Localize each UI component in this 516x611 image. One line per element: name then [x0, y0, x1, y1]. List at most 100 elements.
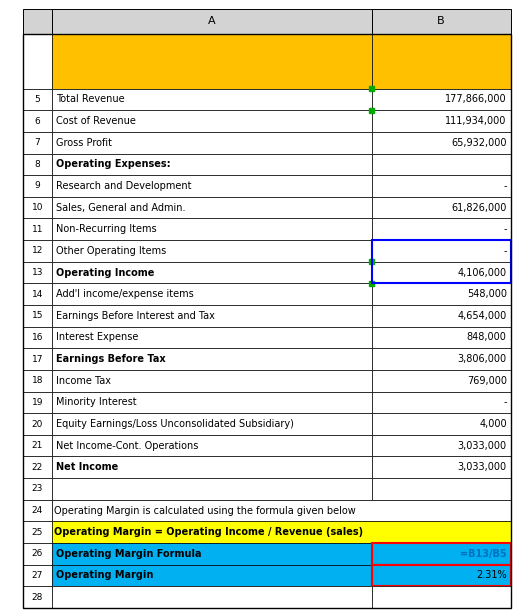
Text: 4,654,000: 4,654,000 [458, 311, 507, 321]
Text: 19: 19 [31, 398, 43, 407]
Bar [23, 153, 52, 175]
Text: A: A [208, 16, 215, 26]
Text: Gross Profit: Gross Profit [56, 137, 112, 148]
Text: Net Income: Net Income [56, 463, 118, 472]
Bar [52, 478, 372, 500]
Text: Sales, General and Admin.: Sales, General and Admin. [56, 203, 185, 213]
Text: 5: 5 [35, 95, 40, 104]
Bar [23, 218, 52, 240]
Text: -: - [503, 397, 507, 408]
Bar [372, 543, 511, 565]
Bar [23, 34, 52, 89]
Bar [23, 478, 52, 500]
Text: Equity Earnings/Loss Unconsolidated Subsidiary): Equity Earnings/Loss Unconsolidated Subs… [56, 419, 294, 429]
Bar [52, 175, 372, 197]
Text: 24: 24 [32, 506, 43, 515]
Text: -: - [503, 224, 507, 234]
Text: 10: 10 [31, 203, 43, 212]
Bar [372, 240, 511, 262]
Bar [23, 500, 52, 521]
Text: 28: 28 [31, 593, 43, 602]
Bar [52, 305, 372, 327]
Bar [369, 259, 374, 264]
Text: Interest Expense: Interest Expense [56, 332, 138, 342]
Bar [52, 392, 372, 413]
Bar [52, 34, 372, 89]
Text: 177,866,000: 177,866,000 [445, 95, 507, 104]
Bar [52, 262, 372, 284]
Text: Operating Margin = Operating Income / Revenue (sales): Operating Margin = Operating Income / Re… [54, 527, 363, 537]
Bar [372, 132, 511, 153]
Text: Income Tax: Income Tax [56, 376, 111, 386]
Bar [23, 197, 52, 218]
Bar [52, 587, 372, 608]
Text: Add'l income/expense items: Add'l income/expense items [56, 289, 194, 299]
Text: Operating Margin: Operating Margin [56, 571, 153, 580]
Bar [23, 262, 52, 284]
Text: 25: 25 [31, 528, 43, 536]
Bar [372, 305, 511, 327]
Text: Cost of Revenue: Cost of Revenue [56, 116, 136, 126]
Text: Operating Margin is calculated using the formula given below: Operating Margin is calculated using the… [54, 505, 356, 516]
Bar [52, 413, 372, 435]
Text: Non-Recurring Items: Non-Recurring Items [56, 224, 156, 234]
Text: 27: 27 [31, 571, 43, 580]
Text: 3,033,000: 3,033,000 [458, 441, 507, 451]
Bar [372, 197, 511, 218]
Text: 3,033,000: 3,033,000 [458, 463, 507, 472]
Text: 16: 16 [31, 333, 43, 342]
Text: Earnings Before Interest and Tax: Earnings Before Interest and Tax [56, 311, 215, 321]
Bar [372, 413, 511, 435]
Bar [23, 456, 52, 478]
Text: -: - [503, 246, 507, 256]
Bar [372, 587, 511, 608]
Bar [372, 175, 511, 197]
Text: Other Operating Items: Other Operating Items [56, 246, 166, 256]
Text: Net Income-Cont. Operations: Net Income-Cont. Operations [56, 441, 198, 451]
Text: 8: 8 [35, 160, 40, 169]
Bar [23, 9, 52, 34]
Bar [23, 392, 52, 413]
Bar [52, 110, 372, 132]
Bar [372, 34, 511, 89]
Text: 4,106,000: 4,106,000 [458, 268, 507, 277]
Bar [23, 175, 52, 197]
Text: Minority Interest: Minority Interest [56, 397, 136, 408]
Bar [372, 110, 511, 132]
Text: 9: 9 [35, 181, 40, 191]
Text: 65,932,000: 65,932,000 [451, 137, 507, 148]
Bar [52, 327, 372, 348]
Bar [372, 262, 511, 284]
Text: 21: 21 [31, 441, 43, 450]
Bar [23, 435, 52, 456]
Bar [372, 565, 511, 587]
Bar [23, 521, 52, 543]
Bar [23, 587, 52, 608]
Text: Operating Income: Operating Income [56, 268, 154, 277]
Bar [369, 108, 374, 112]
Text: 17: 17 [31, 354, 43, 364]
Text: 13: 13 [31, 268, 43, 277]
Text: B: B [438, 16, 445, 26]
Bar [52, 153, 372, 175]
Bar [52, 565, 372, 587]
Bar [52, 197, 372, 218]
Text: Operating Expenses:: Operating Expenses: [56, 159, 170, 169]
Bar [23, 110, 52, 132]
Bar [23, 370, 52, 392]
Text: 22: 22 [32, 463, 43, 472]
Text: 548,000: 548,000 [466, 289, 507, 299]
Bar [372, 153, 511, 175]
Text: 20: 20 [31, 420, 43, 428]
Bar [372, 456, 511, 478]
Bar [52, 348, 372, 370]
Bar [372, 284, 511, 305]
Text: Total Revenue: Total Revenue [56, 95, 124, 104]
Text: 6: 6 [35, 117, 40, 125]
Bar [52, 500, 511, 521]
Bar [372, 370, 511, 392]
Bar [23, 284, 52, 305]
Bar [372, 240, 511, 284]
Text: 23: 23 [31, 485, 43, 494]
Bar [23, 305, 52, 327]
